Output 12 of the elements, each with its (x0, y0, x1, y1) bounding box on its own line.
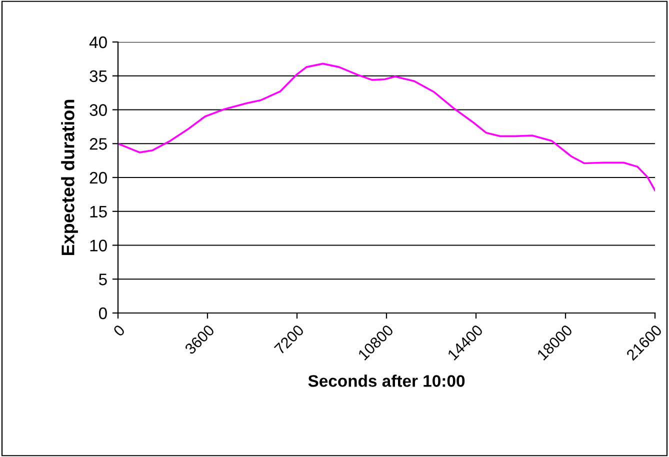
y-tick-label: 5 (98, 274, 107, 286)
y-tick-label: 30 (90, 104, 107, 116)
y-tick-label: 0 (98, 307, 107, 320)
x-axis-title: Seconds after 10:00 (308, 374, 465, 387)
y-tick-label: 10 (90, 240, 107, 252)
y-tick-label: 20 (90, 172, 107, 184)
y-axis-title: Expected duration (61, 100, 78, 256)
x-tick-label: 0 (112, 324, 126, 337)
y-tick-label: 15 (90, 206, 107, 218)
y-tick-label: 35 (90, 70, 107, 82)
y-tick-label: 25 (90, 138, 107, 150)
y-tick-label: 40 (89, 36, 107, 48)
